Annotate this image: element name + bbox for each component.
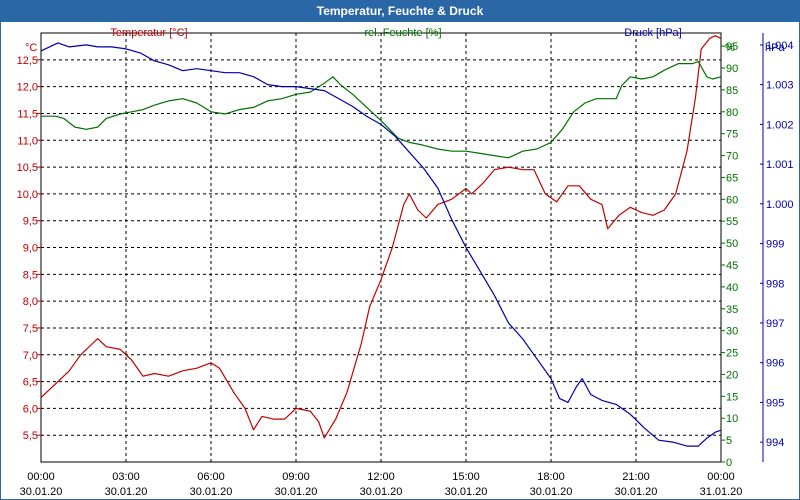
humidity-line	[41, 60, 722, 159]
humidity-tick-label: 0	[726, 457, 732, 469]
pressure-axis-label: Druck [hPa]	[624, 27, 681, 39]
temperature-line	[40, 35, 722, 439]
humidity-tick-label: 85	[726, 85, 738, 97]
temperature-tick-label: 12,5	[17, 55, 38, 67]
humidity-tick-label: 95	[726, 41, 738, 53]
humidity-tick-label: 15	[726, 391, 738, 403]
humidity-tick-label: 25	[726, 348, 738, 360]
temperature-tick-label: 6,5	[23, 377, 38, 389]
humidity-tick-label: 70	[726, 151, 738, 163]
x-tick-time: 15:00	[452, 471, 480, 483]
pressure-tick-label: 1.001	[766, 159, 794, 171]
x-tick-time: 06:00	[197, 471, 225, 483]
pressure-ticks: 994 995 996 997 998 999 1.000 1.001 1.002 1.003 1.…	[760, 33, 794, 462]
pressure-tick-label: 997	[766, 318, 784, 330]
humidity-tick-label: 80	[726, 107, 738, 119]
x-tick-time: 21:00	[622, 471, 650, 483]
temperature-tick-label: 7,5	[23, 323, 38, 335]
x-tick-date: 30.01.20	[615, 486, 658, 498]
x-tick-time: 00:00	[707, 471, 735, 483]
pressure-tick-label: 996	[766, 358, 784, 370]
temperature-axis-label: Temperatur [°C]	[110, 27, 187, 39]
temperature-tick-label: 12,0	[17, 82, 38, 94]
humidity-tick-label: 75	[726, 129, 738, 141]
temperature-tick-label: 11,5	[17, 108, 38, 120]
temperature-tick-label: 9,0	[23, 243, 38, 255]
humidity-tick-label: 60	[726, 194, 738, 206]
grid	[41, 33, 721, 462]
temperature-tick-label: 11,0	[17, 135, 38, 147]
x-tick-date: 30.01.20	[360, 486, 403, 498]
pressure-tick-label: 994	[766, 437, 784, 449]
temperature-tick-label: 10,5	[17, 162, 38, 174]
temperature-tick-label: 7,0	[23, 350, 38, 362]
pressure-tick-label: 999	[766, 239, 784, 251]
x-tick-time: 03:00	[112, 471, 140, 483]
x-tick-date: 30.01.20	[20, 486, 63, 498]
x-tick-date: 30.01.20	[275, 486, 318, 498]
x-tick-time: 12:00	[367, 471, 395, 483]
humidity-tick-label: 50	[726, 238, 738, 250]
pressure-line	[40, 42, 722, 447]
temperature-ticks: 5,5 6,0 6,5 7,0 7,5 8,0 8,5 9,0 9,5 10,0 10,5 11,0 1…	[17, 55, 41, 442]
humidity-tick-label: 10	[726, 413, 738, 425]
pressure-tick-label: 1.002	[766, 119, 794, 131]
humidity-unit: %	[725, 42, 735, 54]
x-tick-date: 31.01.20	[700, 486, 743, 498]
temperature-unit: °C	[25, 42, 37, 54]
x-tick-date: 30.01.20	[190, 486, 233, 498]
series-layer	[40, 35, 722, 447]
window-title: Temperatur, Feuchte & Druck	[1, 1, 799, 22]
pressure-tick-label: 998	[766, 278, 784, 290]
x-axis-ticks: 00:00 30.01.20 03:00 30.01.20 06:00 30.01.20 0…	[20, 471, 743, 498]
humidity-tick-label: 90	[726, 63, 738, 75]
pressure-tick-label: 1.004	[766, 40, 794, 52]
x-tick-date: 30.01.20	[105, 486, 148, 498]
temperature-tick-label: 5,5	[23, 430, 38, 442]
humidity-ticks: 0 5 10 15 20 25 30 35 40 45 50 55 60 65 70 75 80 85 90 95	[721, 41, 738, 469]
chart-area: Temperatur [°C] rel. Feuchte [%] Druck […	[17, 27, 794, 498]
temperature-tick-label: 9,5	[23, 216, 38, 228]
humidity-tick-label: 20	[726, 369, 738, 381]
pressure-unit: hPa	[765, 42, 785, 54]
x-tick-time: 09:00	[282, 471, 310, 483]
temperature-tick-label: 6,0	[23, 403, 38, 415]
pressure-tick-label: 1.003	[766, 80, 794, 92]
x-tick-time: 00:00	[27, 471, 55, 483]
temperature-tick-label: 10,0	[17, 189, 38, 201]
temperature-tick-label: 8,0	[23, 296, 38, 308]
x-tick-date: 30.01.20	[530, 486, 573, 498]
pressure-tick-label: 1.000	[766, 199, 794, 211]
humidity-tick-label: 5	[726, 435, 732, 447]
humidity-tick-label: 45	[726, 260, 738, 272]
x-tick-time: 18:00	[537, 471, 565, 483]
pressure-tick-label: 995	[766, 397, 784, 409]
humidity-axis-label: rel. Feuchte [%]	[364, 27, 441, 39]
humidity-tick-label: 35	[726, 304, 738, 316]
humidity-tick-label: 65	[726, 172, 738, 184]
humidity-tick-label: 40	[726, 282, 738, 294]
x-tick-date: 30.01.20	[445, 486, 488, 498]
temperature-tick-label: 8,5	[23, 269, 38, 281]
humidity-tick-label: 55	[726, 216, 738, 228]
humidity-tick-label: 30	[726, 326, 738, 338]
